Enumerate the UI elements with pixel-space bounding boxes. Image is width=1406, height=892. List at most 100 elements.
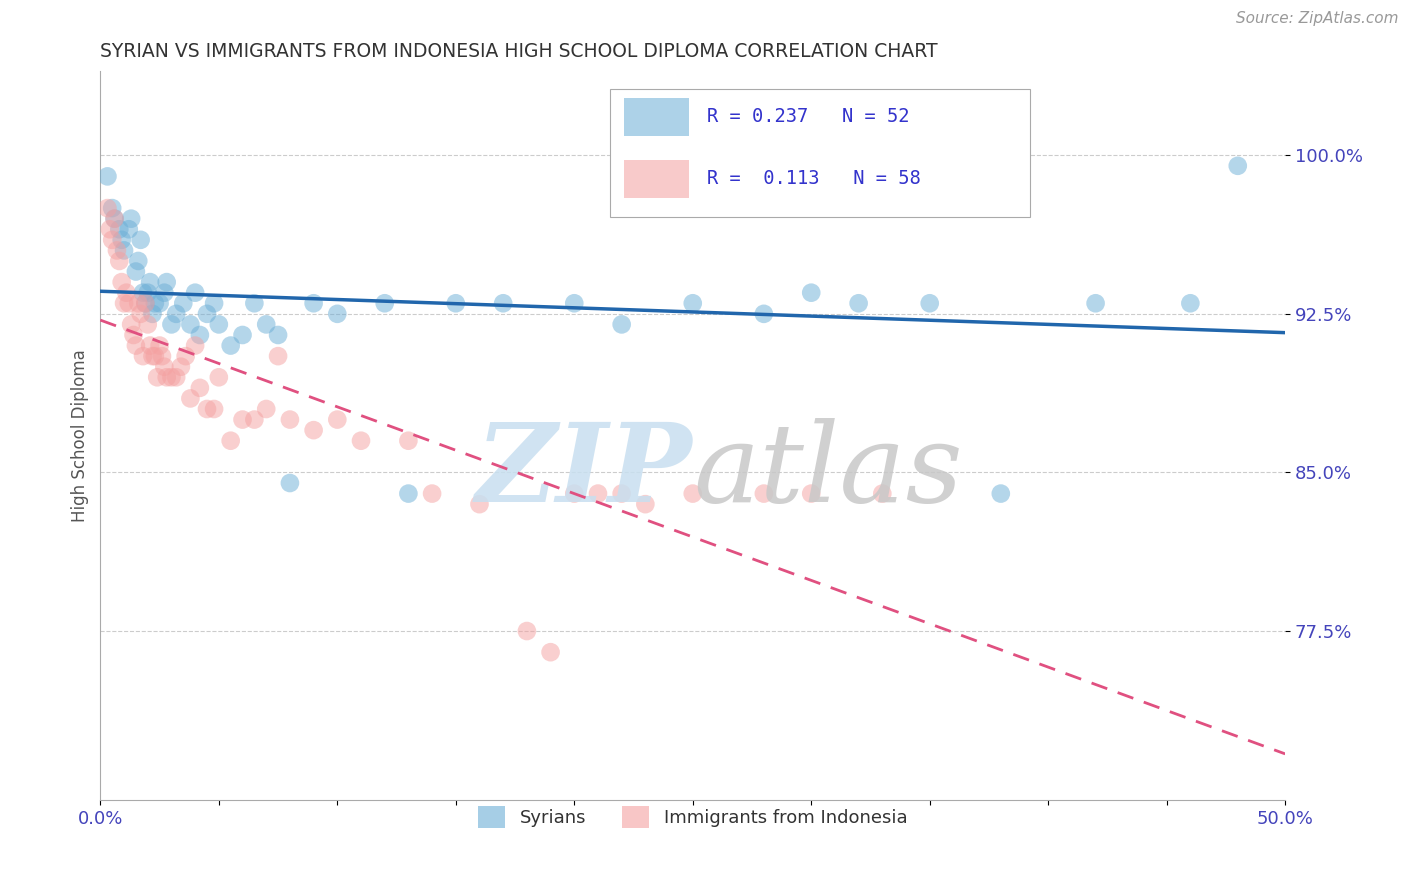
Point <box>139 338 162 352</box>
Point <box>129 233 152 247</box>
Point <box>254 402 277 417</box>
FancyBboxPatch shape <box>624 98 689 136</box>
Point <box>682 296 704 310</box>
Point <box>208 370 231 384</box>
Point <box>156 370 179 384</box>
Point <box>752 486 775 500</box>
Point <box>105 244 128 258</box>
Point <box>195 307 218 321</box>
Point <box>254 318 277 332</box>
Point <box>420 486 443 500</box>
Point <box>374 296 396 310</box>
Point <box>396 486 419 500</box>
Point <box>179 318 201 332</box>
Point <box>1226 159 1249 173</box>
Point <box>120 211 142 226</box>
Point <box>143 349 166 363</box>
Point <box>122 328 145 343</box>
Point <box>125 338 148 352</box>
Point <box>184 338 207 352</box>
Point <box>800 285 823 300</box>
Point <box>146 370 169 384</box>
Point <box>160 318 183 332</box>
Point <box>219 434 242 448</box>
Point <box>153 285 176 300</box>
Point <box>108 254 131 268</box>
Point <box>610 486 633 500</box>
Point <box>172 296 194 310</box>
Point <box>136 285 159 300</box>
Point <box>134 296 156 310</box>
Point <box>118 296 141 310</box>
Point <box>278 475 301 490</box>
Point <box>243 296 266 310</box>
Point <box>108 222 131 236</box>
Point <box>127 254 149 268</box>
Point <box>1180 296 1202 310</box>
Point <box>492 296 515 310</box>
Point <box>156 275 179 289</box>
Point <box>278 412 301 426</box>
Point <box>111 233 134 247</box>
Point <box>219 338 242 352</box>
Point <box>127 296 149 310</box>
Point <box>120 318 142 332</box>
Text: atlas: atlas <box>693 418 962 525</box>
Point <box>562 486 585 500</box>
Point <box>153 359 176 374</box>
Text: R =  0.113   N = 58: R = 0.113 N = 58 <box>707 169 921 188</box>
Point <box>134 296 156 310</box>
Point <box>350 434 373 448</box>
Point <box>326 412 349 426</box>
Point <box>101 201 124 215</box>
Point <box>143 296 166 310</box>
Text: SYRIAN VS IMMIGRANTS FROM INDONESIA HIGH SCHOOL DIPLOMA CORRELATION CHART: SYRIAN VS IMMIGRANTS FROM INDONESIA HIGH… <box>100 42 938 61</box>
Point <box>302 296 325 310</box>
FancyBboxPatch shape <box>610 89 1031 217</box>
Point <box>103 211 125 226</box>
Point <box>136 318 159 332</box>
Point <box>326 307 349 321</box>
Y-axis label: High School Diploma: High School Diploma <box>72 349 89 522</box>
Point <box>267 349 290 363</box>
Point <box>129 307 152 321</box>
Point <box>141 307 163 321</box>
Point <box>132 349 155 363</box>
Point <box>150 349 173 363</box>
Point <box>96 201 118 215</box>
Text: R = 0.237   N = 52: R = 0.237 N = 52 <box>707 107 910 126</box>
Point <box>149 338 172 352</box>
Point <box>174 349 197 363</box>
Point <box>118 222 141 236</box>
Point <box>302 423 325 437</box>
Point <box>202 296 225 310</box>
Point <box>243 412 266 426</box>
Point <box>610 318 633 332</box>
Point <box>195 402 218 417</box>
Point <box>586 486 609 500</box>
Point <box>103 211 125 226</box>
Point <box>634 497 657 511</box>
Point <box>990 486 1012 500</box>
Text: ZIP: ZIP <box>477 418 693 525</box>
Point <box>231 412 253 426</box>
Point <box>848 296 870 310</box>
Point <box>752 307 775 321</box>
Point <box>800 486 823 500</box>
Point <box>540 645 562 659</box>
Point <box>1084 296 1107 310</box>
Point <box>125 264 148 278</box>
Point <box>141 349 163 363</box>
Point <box>202 402 225 417</box>
Point <box>208 318 231 332</box>
Point <box>267 328 290 343</box>
Point <box>101 233 124 247</box>
Point <box>444 296 467 310</box>
Point <box>132 285 155 300</box>
Point <box>160 370 183 384</box>
Point <box>98 222 121 236</box>
FancyBboxPatch shape <box>624 161 689 198</box>
Point <box>396 434 419 448</box>
Point <box>682 486 704 500</box>
Point <box>139 275 162 289</box>
